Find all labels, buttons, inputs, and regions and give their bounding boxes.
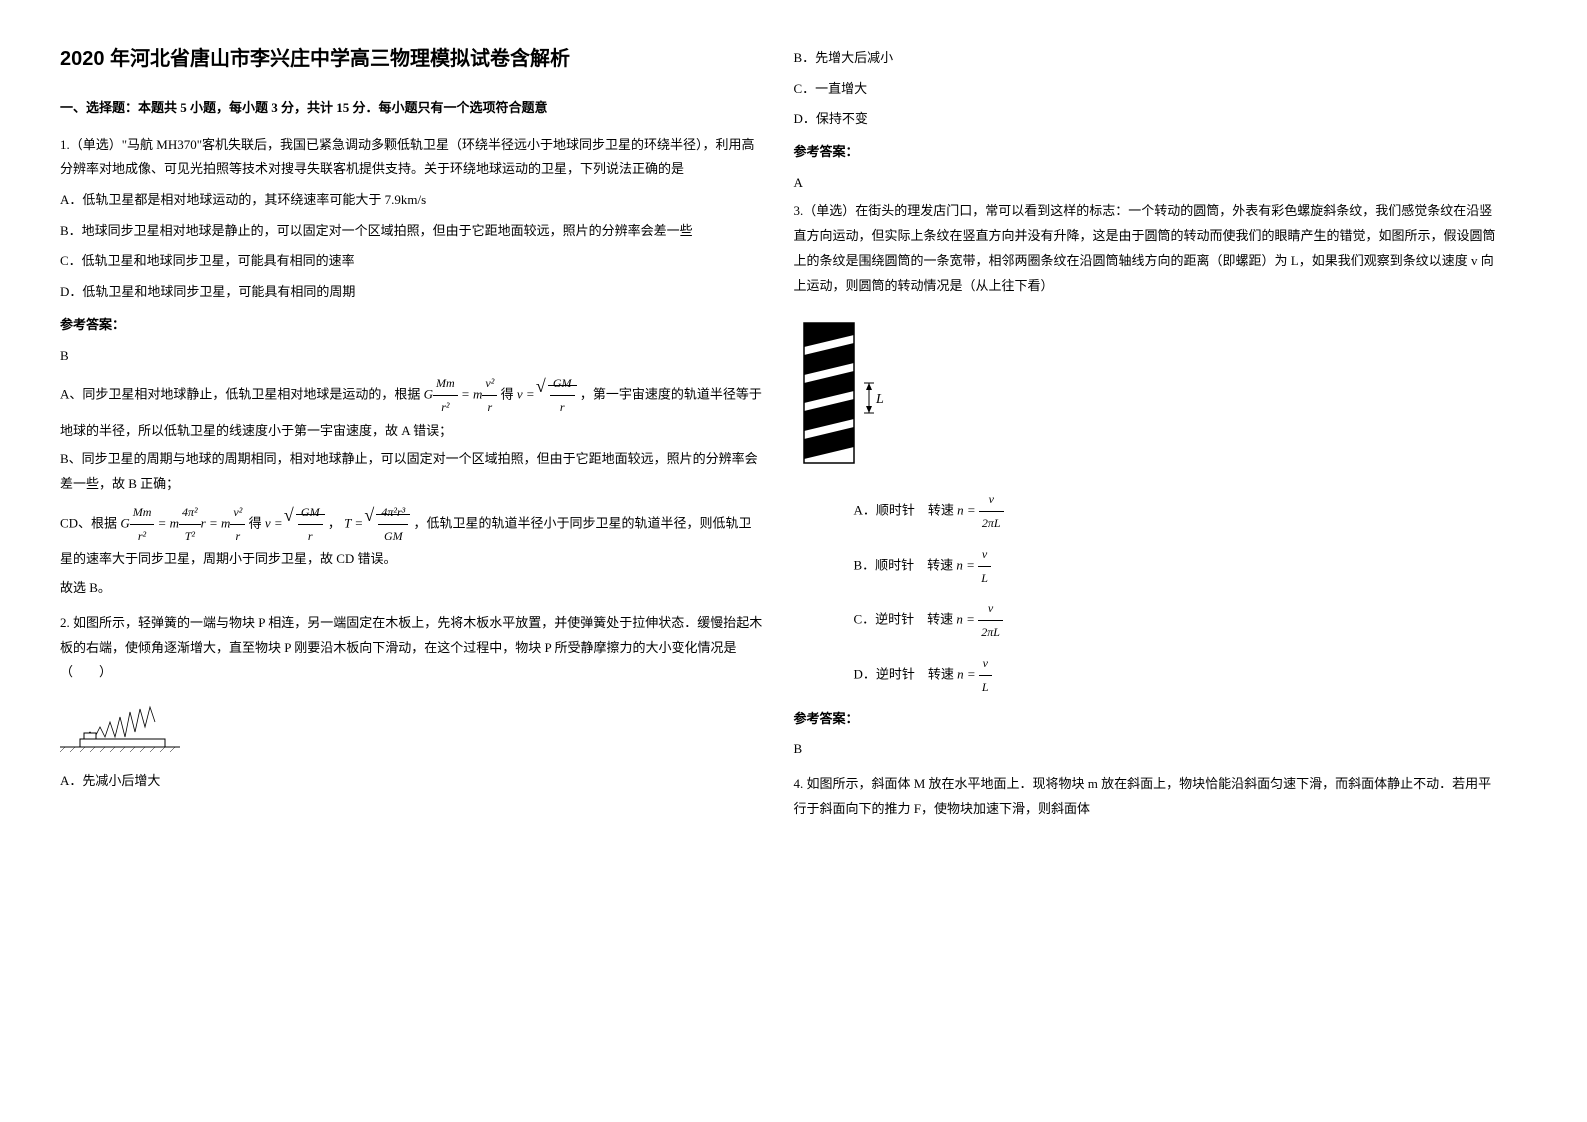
q3-option-b: B．顺时针 转速 n = vL <box>854 543 1498 590</box>
question-3: 3.（单选）在街头的理发店门口，常可以看到这样的标志：一个转动的圆筒，外表有彩色… <box>794 199 1498 762</box>
section-header: 一、选择题：本题共 5 小题，每小题 3 分，共计 15 分．每小题只有一个选项… <box>60 96 764 121</box>
q3-opt-a-label: A．顺时针 转速 <box>854 502 958 517</box>
q1-stem: 1.（单选）"马航 MH370"客机失联后，我国已紧急调动多颗低轨卫星（环绕半径… <box>60 133 764 182</box>
spring-diagram <box>60 697 180 757</box>
formula-period: T = 4π²r³GM <box>344 501 410 548</box>
q1-answer-label: 参考答案： <box>60 313 764 338</box>
q2-answer-label: 参考答案： <box>794 140 1498 165</box>
q1-option-a: A．低轨卫星都是相对地球运动的，其环绕速率可能大于 7.9km/s <box>60 188 764 213</box>
q2-option-d: D．保持不变 <box>794 107 1498 132</box>
left-column: 2020 年河北省唐山市李兴庄中学高三物理模拟试卷含解析 一、选择题：本题共 5… <box>60 40 794 1082</box>
q1-option-d: D．低轨卫星和地球同步卫星，可能具有相同的周期 <box>60 280 764 305</box>
de-text: 得 <box>501 386 514 401</box>
q2-answer: A <box>794 171 1498 196</box>
q1-option-b: B．地球同步卫星相对地球是静止的，可以固定对一个区域拍照，但由于它距地面较远，照… <box>60 219 764 244</box>
q3-option-a: A．顺时针 转速 n = v2πL <box>854 488 1498 535</box>
formula-gravity-period: GMmr² = m4π²T²r = mv²r <box>120 501 245 548</box>
q3-opt-c-label: C．逆时针 转速 <box>854 612 957 627</box>
q1-explain-cd: CD、根据 GMmr² = m4π²T²r = mv²r 得 v = GMr ，… <box>60 501 764 572</box>
q2-option-a: A．先减小后增大 <box>60 769 764 794</box>
question-4: 4. 如图所示，斜面体 M 放在水平地面上．现将物块 m 放在斜面上，物块恰能沿… <box>794 772 1498 821</box>
q3-opt-b-label: B．顺时针 转速 <box>854 557 957 572</box>
formula-n-a: n = v2πL <box>957 488 1003 535</box>
explain-cd-pre: CD、根据 <box>60 515 120 530</box>
right-column: B．先增大后减小 C．一直增大 D．保持不变 参考答案： A 3.（单选）在街头… <box>794 40 1528 1082</box>
q2-option-b: B．先增大后减小 <box>794 46 1498 71</box>
q2-stem: 2. 如图所示，轻弹簧的一端与物块 P 相连，另一端固定在木板上，先将木板水平放… <box>60 611 764 685</box>
comma-1: ， <box>328 515 341 530</box>
formula-velocity-2: v = GMr <box>265 501 325 548</box>
question-2: 2. 如图所示，轻弹簧的一端与物块 P 相连，另一端固定在木板上，先将木板水平放… <box>60 611 764 794</box>
q1-explain-a: A、同步卫星相对地球静止，低轨卫星相对地球是运动的，根据 GMmr² = mv²… <box>60 372 764 443</box>
q3-answer-label: 参考答案： <box>794 707 1498 732</box>
document-title: 2020 年河北省唐山市李兴庄中学高三物理模拟试卷含解析 <box>60 40 764 78</box>
formula-n-b: n = vL <box>956 543 990 590</box>
q2-option-c: C．一直增大 <box>794 77 1498 102</box>
q1-conclude: 故选 B。 <box>60 576 764 601</box>
q1-explain-b: B、同步卫星的周期与地球的周期相同，相对地球静止，可以固定对一个区域拍照，但由于… <box>60 447 764 496</box>
q3-option-c: C．逆时针 转速 n = v2πL <box>854 597 1498 644</box>
q3-opt-d-label: D．逆时针 转速 <box>854 666 958 681</box>
cylinder-diagram: L <box>794 313 894 473</box>
q3-answer: B <box>794 737 1498 762</box>
formula-velocity: v = GMr <box>517 372 577 419</box>
q4-stem: 4. 如图所示，斜面体 M 放在水平地面上．现将物块 m 放在斜面上，物块恰能沿… <box>794 772 1498 821</box>
formula-gravity: GMmr² = mv²r <box>424 372 498 419</box>
q1-answer: B <box>60 344 764 369</box>
formula-n-d: n = vL <box>957 652 991 699</box>
q1-option-c: C．低轨卫星和地球同步卫星，可能具有相同的速率 <box>60 249 764 274</box>
svg-text:L: L <box>875 392 884 407</box>
explain-a-pre: A、同步卫星相对地球静止，低轨卫星相对地球是运动的，根据 <box>60 386 424 401</box>
formula-n-c: n = v2πL <box>956 597 1002 644</box>
q3-stem: 3.（单选）在街头的理发店门口，常可以看到这样的标志：一个转动的圆筒，外表有彩色… <box>794 199 1498 298</box>
de-text-2: 得 <box>249 515 262 530</box>
question-1: 1.（单选）"马航 MH370"客机失联后，我国已紧急调动多颗低轨卫星（环绕半径… <box>60 133 764 601</box>
q3-option-d: D．逆时针 转速 n = vL <box>854 652 1498 699</box>
